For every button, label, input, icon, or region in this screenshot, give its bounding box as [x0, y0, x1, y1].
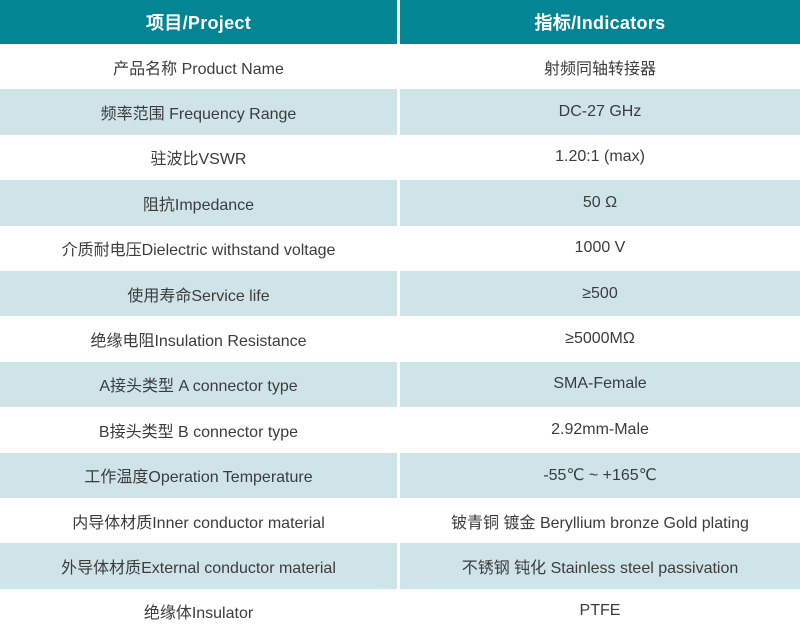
table-row: 驻波比VSWR 1.20:1 (max): [0, 134, 800, 181]
table-row: B接头类型 B connector type 2.92mm-Male: [0, 407, 800, 453]
header-project-column: 项目/Project: [0, 0, 400, 44]
project-cell: 绝缘电阻Insulation Resistance: [0, 316, 400, 362]
project-cell: 介质耐电压Dielectric withstand voltage: [0, 225, 400, 271]
indicator-cell: 射频同轴转接器: [543, 60, 656, 78]
project-cell: 内导体材质Inner conductor material: [0, 497, 400, 544]
indicator-cell: -55℃ ~ +165℃: [543, 467, 657, 485]
project-cell: A接头类型 A connector type: [0, 361, 400, 408]
project-cell: 驻波比VSWR: [0, 134, 400, 181]
table-row: 绝缘电阻Insulation Resistance ≥5000MΩ: [0, 316, 800, 362]
project-cell: 频率范围 Frequency Range: [0, 89, 400, 135]
indicator-cell: 50 Ω: [582, 193, 618, 211]
table-body: 产品名称 Product Name 射频同轴转接器 频率范围 Frequency…: [0, 44, 800, 634]
project-cell: 产品名称 Product Name: [0, 44, 400, 90]
indicator-cell: 2.92mm-Male: [551, 420, 649, 438]
project-cell: 绝缘体Insulator: [0, 588, 400, 634]
table-row: A接头类型 A connector type SMA-Female: [0, 361, 800, 408]
project-cell: B接头类型 B connector type: [0, 407, 400, 453]
table-row: 内导体材质Inner conductor material 铍青铜 镀金 Ber…: [0, 497, 800, 544]
table-row: 使用寿命Service life ≥500: [0, 270, 800, 317]
table-row: 工作温度Operation Temperature -55℃ ~ +165℃: [0, 452, 800, 498]
indicator-cell: 不锈钢 钝化 Stainless steel passivation: [461, 559, 739, 577]
indicator-cell: DC-27 GHz: [558, 103, 642, 121]
indicator-cell: ≥500: [582, 284, 618, 302]
indicator-cell: SMA-Female: [553, 375, 647, 393]
indicator-cell: 1000 V: [574, 239, 626, 257]
indicator-cell: PTFE: [579, 602, 621, 620]
indicator-cell: 铍青铜 镀金 Beryllium bronze Gold plating: [451, 514, 749, 532]
header-indicators-column: 指标/Indicators: [534, 13, 666, 33]
table-row: 频率范围 Frequency Range DC-27 GHz: [0, 89, 800, 135]
table-header-row: 项目/Project 指标/Indicators: [0, 0, 800, 44]
indicator-cell: 1.20:1 (max): [555, 148, 645, 166]
indicator-cell: ≥5000MΩ: [565, 330, 635, 348]
table-row: 外导体材质External conductor material 不锈钢 钝化 …: [0, 543, 800, 589]
table-row: 阻抗Impedance 50 Ω: [0, 180, 800, 226]
project-cell: 外导体材质External conductor material: [0, 543, 400, 589]
project-cell: 阻抗Impedance: [0, 180, 400, 226]
table-row: 绝缘体Insulator PTFE: [0, 588, 800, 634]
table-row: 介质耐电压Dielectric withstand voltage 1000 V: [0, 225, 800, 271]
table-row: 产品名称 Product Name 射频同轴转接器: [0, 44, 800, 90]
project-cell: 工作温度Operation Temperature: [0, 452, 400, 498]
project-cell: 使用寿命Service life: [0, 270, 400, 317]
